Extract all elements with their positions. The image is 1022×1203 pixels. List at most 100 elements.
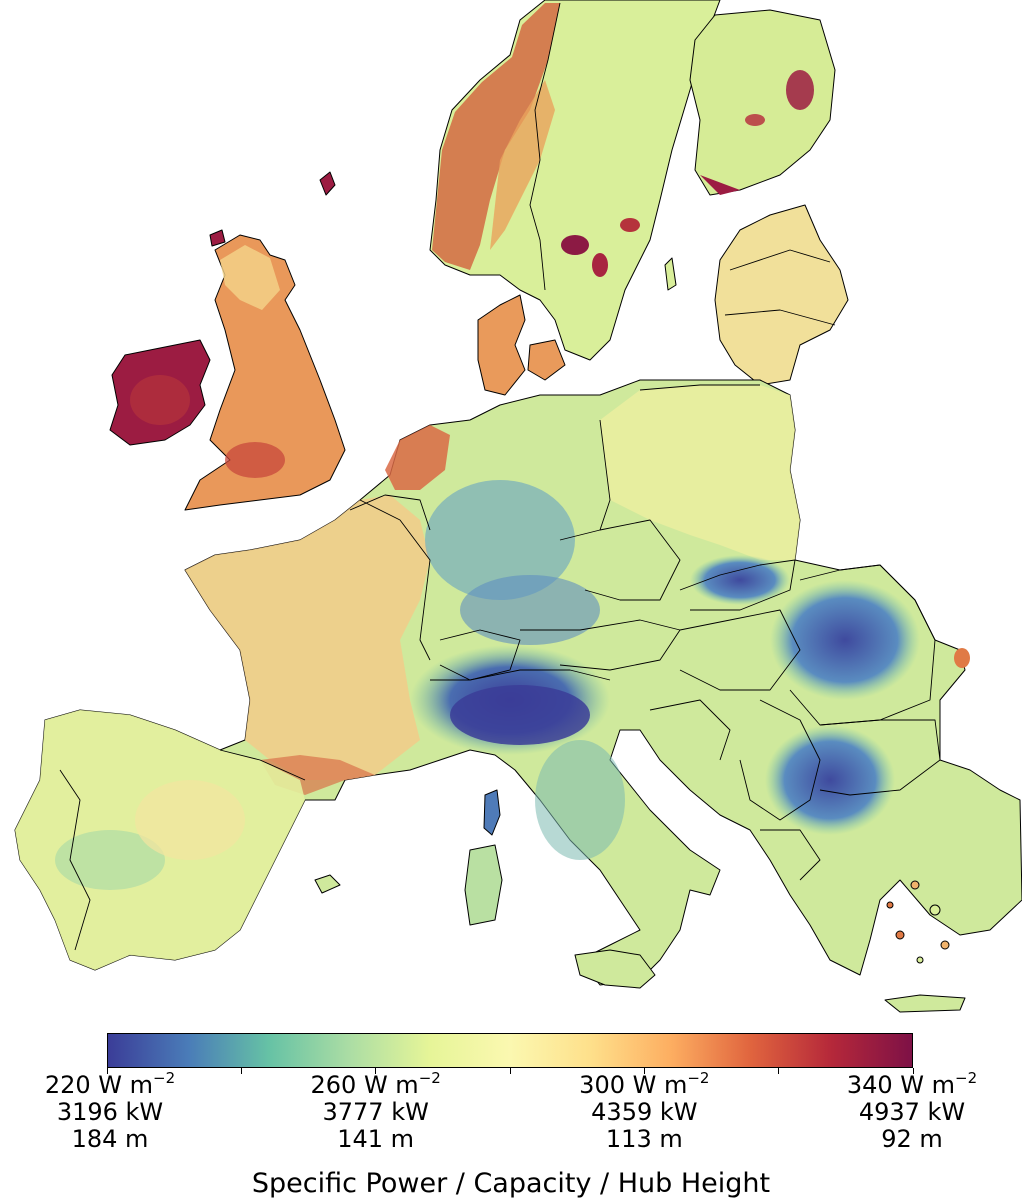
england-red-patch [225, 442, 285, 478]
colorbar [107, 1033, 913, 1068]
romania-coast-red [954, 648, 970, 668]
belgium-border [349, 494, 431, 531]
italy-border [430, 669, 611, 681]
tick-hub-height: 92 m [881, 1125, 943, 1153]
colorbar-tick-mark [240, 1068, 242, 1074]
orkney-islands [209, 229, 226, 247]
ireland-inner [130, 375, 190, 425]
colorbar-tick-mark [375, 1068, 377, 1074]
baltics-landmass [714, 204, 849, 386]
tick-power-exponent: −2 [687, 1069, 710, 1087]
tick-capacity: 3196 kW [56, 1098, 164, 1126]
tick-power-exponent: −2 [418, 1069, 441, 1087]
norway-coast-highlands [432, 3, 560, 270]
tick-hub-height: 141 m [337, 1125, 415, 1153]
colorbar-tick-label: 340 W m−2 4937 kW 92 m [802, 1069, 1022, 1153]
tick-capacity: 4937 kW [858, 1098, 966, 1126]
sweden-red-patch-2 [592, 253, 608, 277]
colorbar-tick-label: 220 W m−2 3196 kW 184 m [0, 1069, 220, 1153]
sweden-red-patch [561, 235, 589, 255]
tick-power: 260 W m−2 [266, 1069, 486, 1099]
italy-mid-region [535, 740, 625, 860]
shetland-islands [319, 171, 336, 196]
po-valley-blue [450, 685, 590, 745]
swiss-border [439, 629, 521, 681]
baltic-border-1 [729, 249, 831, 271]
danish-islands [527, 339, 566, 381]
germany-poland-border [599, 419, 611, 531]
corsica-landmass [483, 789, 501, 836]
balkan-border-2 [760, 829, 821, 881]
iberia-yellow-patch [135, 780, 245, 860]
colorbar-title: Specific Power / Capacity / Hub Height [251, 1168, 771, 1199]
europe-specific-power-map [14, 0, 1022, 1013]
colorbar-tick-mark [643, 1068, 645, 1074]
tick-hub-height: 184 m [71, 1125, 149, 1153]
tick-hub-height: 113 m [605, 1125, 683, 1153]
colorbar-tick-label: 300 W m−2 4359 kW 113 m [534, 1069, 754, 1153]
pyrenees-border [219, 749, 306, 781]
aegean-island [886, 901, 894, 909]
balkan-border-1 [649, 699, 731, 761]
tick-power-value: 340 [846, 1071, 893, 1099]
sicily-landmass [574, 949, 656, 989]
gotland-island [664, 257, 677, 291]
tick-power-exponent: −2 [955, 1069, 978, 1087]
finland-south-coast [700, 175, 740, 195]
tick-capacity: 4359 kW [591, 1098, 698, 1126]
hungary-border [679, 609, 801, 691]
aegean-island [895, 930, 905, 940]
colorbar-tick-mark [106, 1068, 108, 1074]
france-germany-border [359, 499, 431, 661]
tick-power: 300 W m−2 [534, 1069, 754, 1099]
balkans-blue-region [765, 725, 895, 835]
aegean-island [929, 904, 941, 916]
carpathians-blue-region [770, 580, 920, 700]
iberia-green-patch [55, 830, 165, 890]
tick-power-unit: W m [356, 1071, 419, 1099]
netherlands-region [385, 425, 450, 490]
denmark-landmass [477, 294, 526, 396]
tick-power-value: 220 [44, 1071, 91, 1099]
sweden-red-patch-3 [620, 218, 640, 232]
baltic-poland-border [639, 384, 760, 391]
bulgaria-border [819, 719, 941, 796]
finland-landmass [689, 9, 836, 196]
norway-inner-band [490, 80, 555, 250]
colorbar-section: 220 W m−2 3196 kW 184 m 260 W m−2 3777 kW 141… [0, 1030, 1022, 1203]
colorbar-tick-mark [778, 1068, 780, 1074]
france-region [185, 495, 430, 780]
tick-power-unit: W m [892, 1071, 956, 1099]
tick-power: 220 W m−2 [0, 1069, 220, 1099]
tick-power: 340 W m−2 [802, 1069, 1022, 1099]
tick-power-unit: W m [624, 1071, 688, 1099]
aegean-island [940, 940, 950, 950]
finland-red-patch [786, 70, 814, 110]
great-britain-landmass [184, 234, 346, 511]
slovakia-blue-region [690, 555, 790, 605]
poland-region [600, 385, 800, 560]
scotland-highlands [220, 245, 280, 310]
serbia-border [739, 699, 821, 821]
tick-power-exponent: −2 [153, 1069, 176, 1087]
tick-power-value: 260 [310, 1071, 357, 1099]
colorbar-tick-label: 260 W m−2 3777 kW 141 m [266, 1069, 486, 1153]
sweden-norway-border [529, 2, 561, 291]
mallorca-landmass [314, 874, 341, 894]
aegean-island [916, 956, 924, 964]
crete-landmass [884, 994, 966, 1013]
finland-red-patch-2 [745, 114, 765, 126]
germany-czech-border [559, 519, 681, 601]
aegean-island [910, 880, 920, 890]
germany-south-blue [460, 575, 600, 645]
tick-power-unit: W m [90, 1071, 154, 1099]
tick-capacity: 3777 kW [322, 1098, 429, 1126]
colorbar-tick-mark [509, 1068, 511, 1074]
baltic-border-2 [724, 309, 836, 326]
slovakia-border [679, 559, 796, 611]
colorbar-tick-mark [912, 1068, 914, 1074]
portugal-border [59, 769, 91, 951]
tick-power-value: 300 [579, 1071, 625, 1099]
sardinia-landmass [464, 844, 503, 926]
germany-blue-patch [425, 480, 575, 600]
